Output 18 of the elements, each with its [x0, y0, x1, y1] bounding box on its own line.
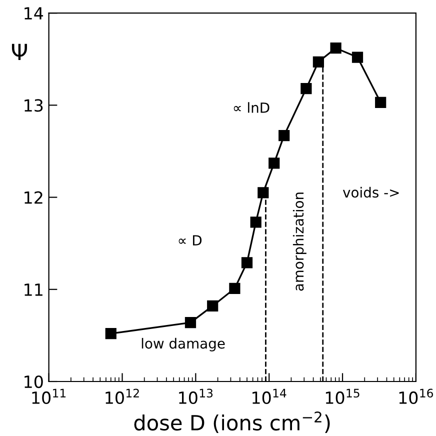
annotation: voids ->	[342, 186, 399, 198]
y-tick-label: 14	[24, 7, 44, 20]
annotation: ∝ lnD	[234, 102, 270, 113]
x-axis-title: dose D (ions cm$^{−2}$)	[134, 411, 330, 434]
y-tick-label: 11	[24, 284, 42, 296]
x-tick-label: 10$^{13}$	[179, 388, 213, 404]
x-tick-label: 10$^{15}$	[326, 388, 360, 404]
x-tick-label: 10$^{16}$	[399, 388, 434, 404]
y-tick-label: 12	[24, 191, 42, 204]
x-tick-label: 10$^{12}$	[106, 388, 139, 404]
annotation: low damage	[142, 338, 225, 352]
x-tick-label: 10$^{11}$	[32, 388, 66, 404]
y-tick-label: 10	[24, 375, 43, 388]
y-axis-title: Ψ	[12, 44, 27, 60]
annotation: ∝ D	[178, 235, 202, 246]
y-tick-label: 13	[24, 99, 43, 112]
annotation: amorphization	[292, 192, 306, 291]
x-tick-label: 10$^{14}$	[252, 388, 286, 404]
